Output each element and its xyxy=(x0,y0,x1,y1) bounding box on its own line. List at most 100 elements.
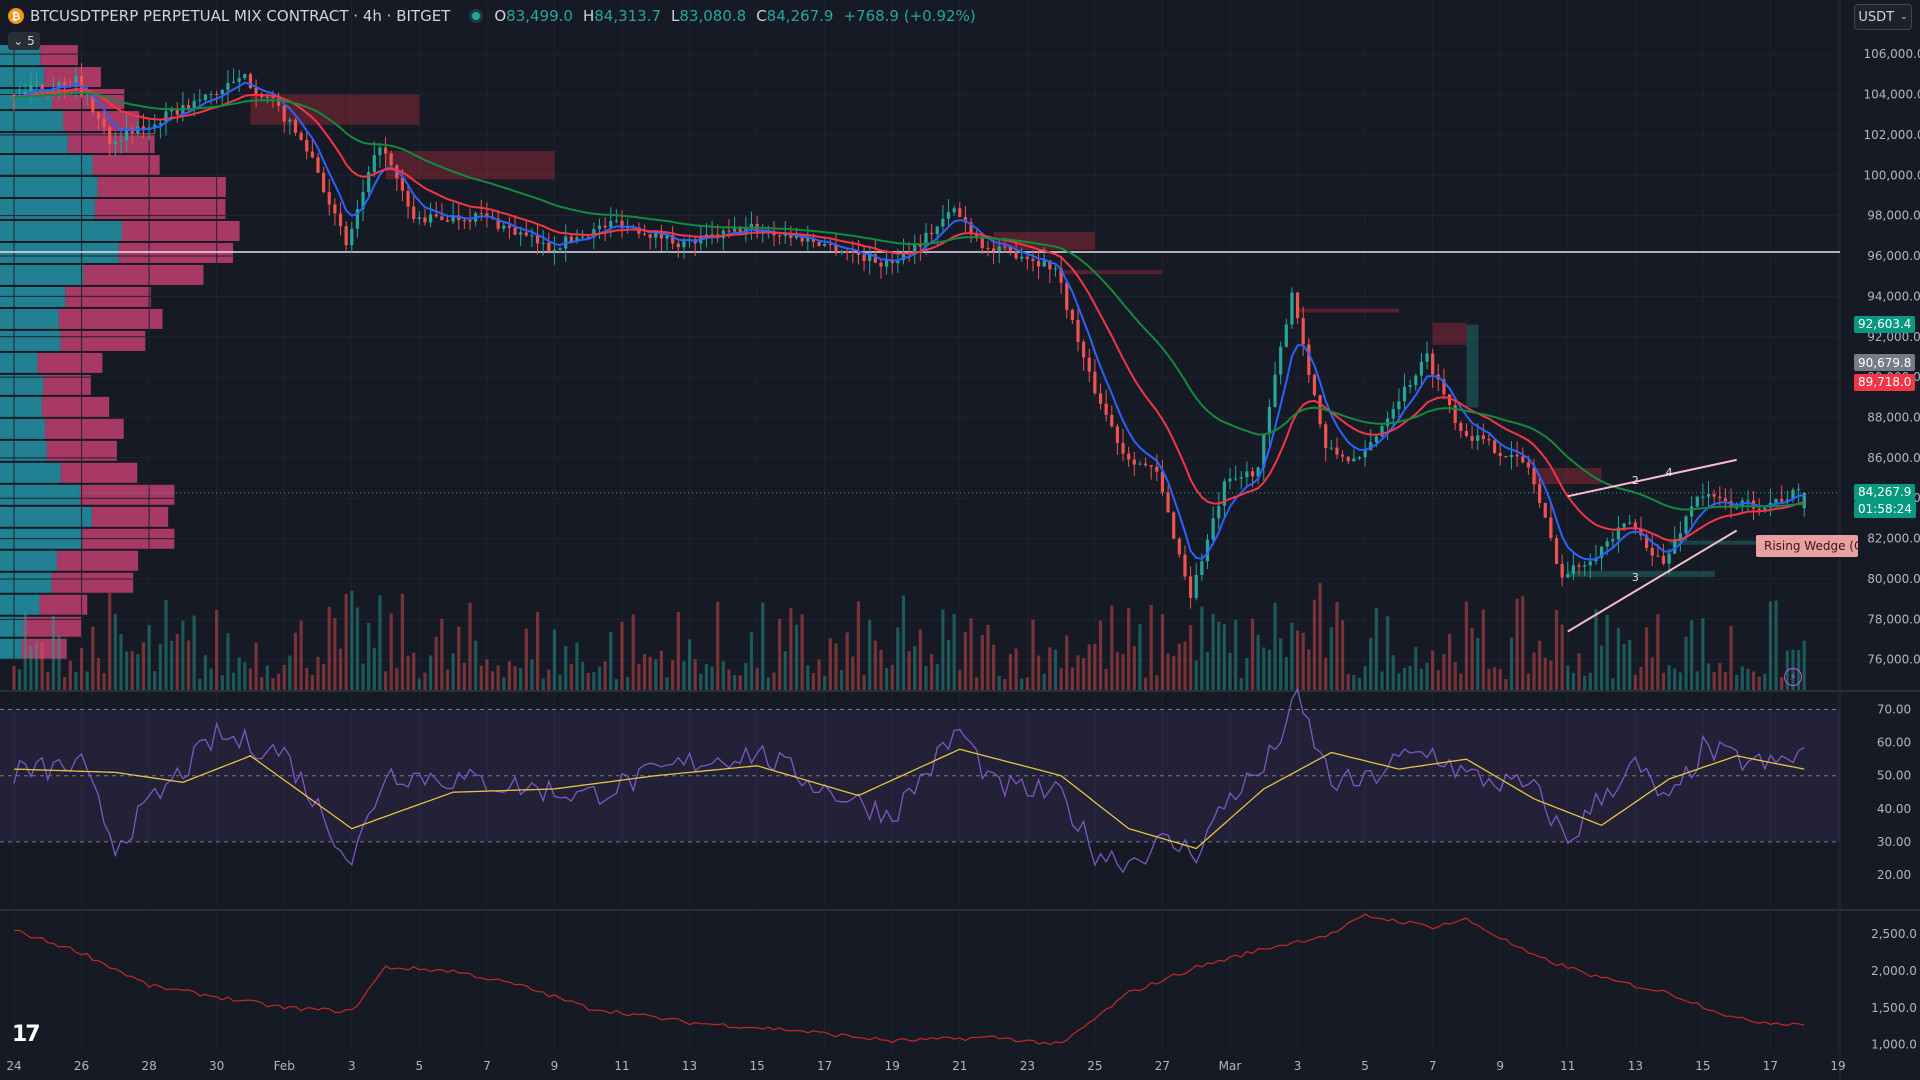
candle-body[interactable] xyxy=(732,228,737,232)
candle-body[interactable] xyxy=(1684,516,1688,534)
candle-body[interactable] xyxy=(203,94,208,100)
candle-body[interactable] xyxy=(642,233,647,235)
candle-body[interactable] xyxy=(924,232,928,247)
candle-body[interactable] xyxy=(879,262,883,267)
candle-body[interactable] xyxy=(800,235,804,242)
candle-body[interactable] xyxy=(913,244,917,255)
candle-body[interactable] xyxy=(952,208,956,213)
candle-body[interactable] xyxy=(817,241,821,246)
candle-body[interactable] xyxy=(586,236,590,238)
candle-body[interactable] xyxy=(1802,492,1806,509)
candle-body[interactable] xyxy=(74,75,78,86)
candlesticks[interactable] xyxy=(12,63,1806,609)
candle-body[interactable] xyxy=(412,206,416,220)
candle-body[interactable] xyxy=(1312,374,1317,396)
candle-body[interactable] xyxy=(1504,455,1508,458)
candle-body[interactable] xyxy=(1780,499,1784,502)
candle-body[interactable] xyxy=(479,213,483,215)
candle-body[interactable] xyxy=(975,234,979,238)
candle-body[interactable] xyxy=(367,171,371,192)
candle-body[interactable] xyxy=(1431,353,1435,375)
candle-body[interactable] xyxy=(282,105,286,122)
candle-body[interactable] xyxy=(1143,463,1148,466)
candle-body[interactable] xyxy=(749,223,754,229)
candle-body[interactable] xyxy=(828,244,832,246)
candle-body[interactable] xyxy=(1678,533,1682,540)
candle-body[interactable] xyxy=(108,127,112,145)
candle-body[interactable] xyxy=(704,234,709,236)
candle-body[interactable] xyxy=(1718,496,1722,499)
candle-body[interactable] xyxy=(1616,527,1621,540)
candle-body[interactable] xyxy=(1239,477,1243,479)
candle-body[interactable] xyxy=(1324,424,1328,449)
candle-body[interactable] xyxy=(547,242,551,252)
candle-body[interactable] xyxy=(310,151,314,158)
candle-body[interactable] xyxy=(1470,436,1474,441)
candle-body[interactable] xyxy=(1346,456,1350,462)
candle-body[interactable] xyxy=(243,74,247,79)
candle-body[interactable] xyxy=(1318,395,1322,425)
candle-body[interactable] xyxy=(389,153,393,166)
candle-body[interactable] xyxy=(789,234,793,239)
candle-body[interactable] xyxy=(1357,457,1362,459)
candle-body[interactable] xyxy=(485,213,489,218)
candle-body[interactable] xyxy=(1763,507,1767,510)
candle-body[interactable] xyxy=(1402,386,1407,402)
candle-body[interactable] xyxy=(1408,385,1412,387)
candle-body[interactable] xyxy=(248,74,253,89)
candle-body[interactable] xyxy=(552,249,557,252)
candle-body[interactable] xyxy=(1667,553,1671,564)
candle-body[interactable] xyxy=(1706,494,1711,497)
candle-body[interactable] xyxy=(1065,282,1069,310)
candle-body[interactable] xyxy=(1554,538,1559,564)
candle-body[interactable] xyxy=(839,251,844,253)
candle-body[interactable] xyxy=(91,94,95,113)
candle-body[interactable] xyxy=(946,212,951,219)
candle-body[interactable] xyxy=(930,232,934,235)
candle-body[interactable] xyxy=(1447,394,1452,405)
candle-body[interactable] xyxy=(57,81,61,89)
candle-body[interactable] xyxy=(23,91,27,96)
candle-body[interactable] xyxy=(231,81,236,83)
candle-body[interactable] xyxy=(1284,324,1288,347)
candle-body[interactable] xyxy=(226,82,230,90)
candle-body[interactable] xyxy=(1509,454,1514,458)
candle-body[interactable] xyxy=(834,244,838,252)
candle-body[interactable] xyxy=(1340,454,1345,457)
candle-body[interactable] xyxy=(1121,442,1125,454)
candle-body[interactable] xyxy=(575,237,579,242)
candle-body[interactable] xyxy=(1363,450,1367,458)
candle-body[interactable] xyxy=(333,204,337,214)
candle-body[interactable] xyxy=(1774,499,1778,503)
candle-body[interactable] xyxy=(1295,292,1300,319)
candle-body[interactable] xyxy=(676,243,680,248)
candle-body[interactable] xyxy=(1245,471,1249,478)
candle-body[interactable] xyxy=(648,234,652,238)
candle-body[interactable] xyxy=(299,132,303,140)
candle-body[interactable] xyxy=(609,220,613,228)
candle-body[interactable] xyxy=(507,225,512,228)
candle-body[interactable] xyxy=(986,247,990,249)
candle-body[interactable] xyxy=(1628,522,1632,524)
candle-body[interactable] xyxy=(1796,489,1801,491)
candle-body[interactable] xyxy=(991,248,996,252)
candle-body[interactable] xyxy=(1690,506,1694,517)
candle-body[interactable] xyxy=(1335,447,1339,455)
candle-body[interactable] xyxy=(1735,507,1739,509)
candle-body[interactable] xyxy=(918,244,922,247)
candle-body[interactable] xyxy=(1453,404,1457,423)
candle-body[interactable] xyxy=(372,155,376,172)
candle-body[interactable] xyxy=(738,228,742,234)
candle-body[interactable] xyxy=(276,98,281,106)
candle-body[interactable] xyxy=(958,208,962,217)
candle-body[interactable] xyxy=(1723,498,1728,502)
candle-body[interactable] xyxy=(170,109,174,112)
candle-body[interactable] xyxy=(1487,439,1491,441)
candle-body[interactable] xyxy=(1521,456,1525,463)
candle-body[interactable] xyxy=(851,251,855,253)
candle-body[interactable] xyxy=(215,94,219,96)
candle-body[interactable] xyxy=(541,242,545,244)
candle-body[interactable] xyxy=(1031,258,1035,261)
candle-body[interactable] xyxy=(63,81,67,86)
candle-body[interactable] xyxy=(434,214,438,217)
